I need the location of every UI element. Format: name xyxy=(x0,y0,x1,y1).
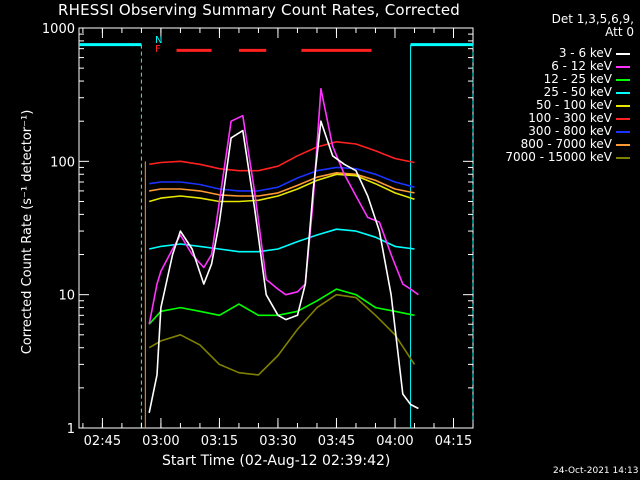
series-line-300-800keV xyxy=(149,166,415,192)
legend-entry: 6 - 12 keV xyxy=(551,59,630,73)
legend-header-line1: Det 1,3,5,6,9, xyxy=(551,12,634,26)
legend-label: 100 - 300 keV xyxy=(528,111,612,125)
y-tick-label: 10 xyxy=(58,289,75,304)
x-tick-label: 03:15 xyxy=(201,434,238,449)
legend-entry: 25 - 50 keV xyxy=(544,85,630,99)
series-line-6-12keV xyxy=(148,88,419,325)
legend-header-line2: Att 0 xyxy=(605,25,634,39)
series-layer xyxy=(144,88,419,428)
plot-frame xyxy=(78,27,474,429)
legend-entry: 7000 - 15000 keV xyxy=(505,150,630,164)
legend-swatch xyxy=(616,65,630,68)
x-tick-label: 04:00 xyxy=(376,434,413,449)
legend-entry: 50 - 100 keV xyxy=(536,98,630,112)
legend-entry: 300 - 800 keV xyxy=(528,124,630,138)
axis-layer: 1 10 100 1000 02:45 03:00 03:15 03:30 03:45 04:00… xyxy=(42,22,474,449)
legend-entry: 800 - 7000 keV xyxy=(521,137,630,151)
legend-swatch xyxy=(616,78,630,81)
legend-label: 12 - 25 keV xyxy=(543,72,612,86)
legend-label: 6 - 12 keV xyxy=(551,59,612,73)
legend-entry: 12 - 25 keV xyxy=(544,72,630,86)
y-tick-label: 1000 xyxy=(42,22,75,37)
series-line-50-100keV xyxy=(148,173,415,203)
legend-label: 800 - 7000 keV xyxy=(520,137,612,151)
legend-swatch xyxy=(616,130,630,133)
series-line-7000-15000keV xyxy=(148,293,416,376)
x-axis-label: Start Time (02-Aug-12 02:39:42) xyxy=(162,453,391,469)
legend-label: 300 - 800 keV xyxy=(528,124,612,138)
x-tick-label: 03:00 xyxy=(142,434,179,449)
y-tick-label: 1 xyxy=(67,422,75,437)
legend-label: 25 - 50 keV xyxy=(543,85,612,99)
annotation-layer xyxy=(79,43,474,428)
series-line-800-7000keV xyxy=(149,172,415,197)
legend-entry: 3 - 6 keV xyxy=(559,46,630,60)
legend-label: 3 - 6 keV xyxy=(558,46,612,60)
legend-swatch xyxy=(616,104,630,107)
y-tick-label: 100 xyxy=(50,155,75,170)
x-tick-label: 03:30 xyxy=(259,434,296,449)
legend-header: Det 1,3,5,6,9, Att 0 xyxy=(552,13,634,39)
legend-entry: 100 - 300 keV xyxy=(528,111,630,125)
chart-title: RHESSI Observing Summary Count Rates, Co… xyxy=(58,1,461,19)
series-line-100-300keV xyxy=(149,141,415,172)
legend-swatch xyxy=(616,52,630,55)
marker-F: F xyxy=(155,44,161,55)
x-tick-label: 04:15 xyxy=(435,434,472,449)
legend-label: 50 - 100 keV xyxy=(535,98,612,112)
series-line-3-6keV xyxy=(148,120,419,413)
series-line-12-25keV xyxy=(148,288,415,325)
legend-label: 7000 - 15000 keV xyxy=(505,150,612,164)
footer-timestamp: 24-Oct-2021 14:13 xyxy=(553,466,639,476)
legend-swatch xyxy=(616,91,630,94)
legend-swatch xyxy=(616,117,630,120)
legend-swatch xyxy=(616,156,630,159)
legend-swatch xyxy=(616,143,630,146)
y-axis-label: Corrected Count Rate (s⁻¹ detector⁻¹) xyxy=(20,110,35,355)
x-tick-label: 03:45 xyxy=(318,434,355,449)
x-tick-label: 02:45 xyxy=(84,434,121,449)
marker-N: N xyxy=(155,35,162,46)
